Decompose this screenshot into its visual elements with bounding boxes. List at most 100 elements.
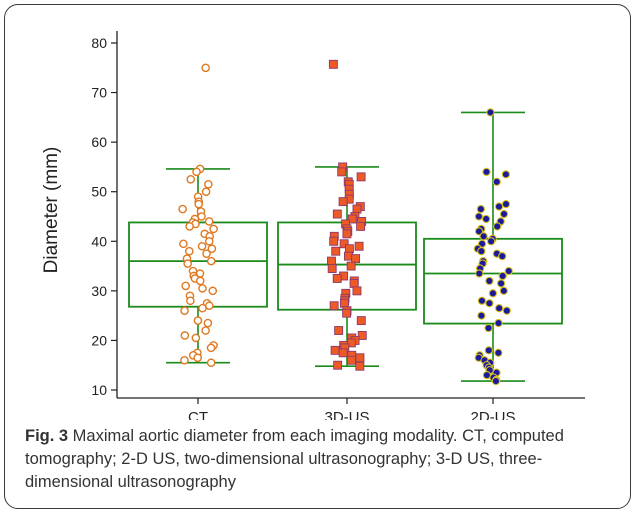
data-point — [328, 59, 338, 69]
data-point — [482, 167, 491, 177]
data-point — [201, 187, 211, 197]
figure-caption: Fig. 3 Maximal aortic diameter from each… — [25, 425, 625, 494]
data-point — [346, 261, 356, 271]
data-point — [329, 301, 339, 311]
x-category-label: CT — [188, 409, 208, 420]
data-point — [208, 286, 218, 296]
data-point — [332, 209, 342, 219]
data-point — [494, 348, 503, 357]
data-point — [347, 214, 357, 224]
data-point — [198, 303, 207, 313]
data-point — [499, 286, 508, 296]
data-point — [488, 289, 498, 298]
data-point — [332, 274, 342, 283]
data-point — [192, 167, 201, 177]
data-point — [331, 246, 341, 256]
data-point — [207, 244, 217, 254]
data-point — [501, 170, 511, 179]
data-point — [185, 222, 194, 231]
data-point — [486, 108, 495, 117]
data-point — [346, 355, 356, 365]
data-point — [337, 167, 347, 177]
data-point — [344, 244, 354, 254]
y-tick-label: 20 — [91, 332, 107, 348]
data-point — [493, 222, 502, 231]
data-point — [197, 241, 207, 251]
data-point — [206, 256, 216, 266]
data-point — [181, 281, 190, 291]
data-point — [354, 241, 364, 251]
data-point — [476, 204, 486, 214]
data-point — [485, 276, 494, 286]
data-point — [191, 333, 201, 343]
data-point — [498, 252, 507, 261]
data-point — [202, 249, 211, 258]
data-point — [205, 301, 214, 311]
y-tick-label: 50 — [91, 184, 107, 200]
data-point — [201, 326, 210, 335]
data-point — [183, 259, 192, 268]
data-point — [355, 361, 365, 371]
x-category-label: 3D-US — [324, 409, 369, 420]
data-point — [477, 311, 486, 320]
y-tick-label: 60 — [91, 134, 107, 150]
data-point — [494, 202, 504, 211]
data-point — [329, 236, 339, 246]
data-point — [474, 212, 484, 221]
data-point — [180, 331, 190, 340]
data-point — [180, 355, 189, 365]
data-point — [209, 224, 218, 234]
data-point — [496, 279, 506, 288]
data-point — [339, 298, 349, 308]
data-point — [186, 296, 195, 306]
data-point — [356, 316, 366, 326]
data-point — [206, 358, 216, 368]
data-point — [185, 246, 194, 256]
box-plot-chart: 10 20 30 40 50 60 70 80 Diameter (mm) CT 3D-US 2D-U… — [41, 31, 585, 420]
data-point — [479, 232, 488, 241]
data-point — [477, 296, 487, 305]
y-tick-label: 10 — [91, 382, 107, 398]
data-point — [198, 284, 207, 293]
data-point — [504, 266, 513, 276]
iqr-box — [128, 221, 268, 308]
data-point — [193, 353, 203, 363]
data-point — [204, 179, 213, 189]
data-point — [499, 209, 509, 219]
data-point — [475, 269, 484, 278]
data-point — [193, 316, 203, 325]
data-point — [338, 348, 348, 358]
data-point — [477, 247, 486, 256]
data-point — [342, 229, 352, 239]
data-point — [338, 197, 348, 207]
data-point — [330, 345, 340, 355]
data-point — [351, 254, 361, 264]
data-point — [486, 237, 496, 246]
data-point — [339, 239, 349, 249]
data-point — [178, 204, 187, 214]
data-point — [179, 239, 188, 249]
data-point — [349, 278, 359, 288]
data-point — [201, 63, 210, 73]
y-tick-label: 30 — [91, 283, 107, 299]
data-point — [356, 221, 366, 231]
data-point — [180, 306, 189, 315]
data-point — [474, 227, 484, 236]
figure-caption-text: Maximal aortic diameter from each imagin… — [25, 427, 564, 491]
data-point — [492, 177, 501, 186]
data-point — [484, 346, 493, 355]
data-point — [491, 376, 501, 386]
data-point — [204, 217, 214, 226]
data-point — [204, 236, 214, 246]
data-point — [357, 331, 367, 340]
data-point — [327, 256, 336, 266]
y-tick-label: 40 — [91, 233, 107, 249]
data-point — [194, 199, 203, 209]
data-point — [494, 318, 503, 328]
data-point — [485, 299, 494, 308]
data-point — [352, 204, 362, 214]
data-point — [498, 271, 507, 281]
data-point — [195, 276, 205, 286]
data-point — [334, 326, 344, 335]
data-point — [356, 172, 366, 182]
